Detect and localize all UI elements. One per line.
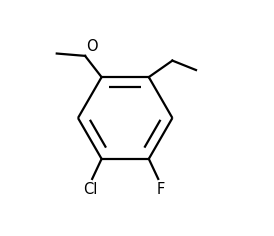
Text: F: F	[156, 182, 165, 198]
Text: Cl: Cl	[83, 182, 98, 198]
Text: O: O	[86, 38, 98, 54]
